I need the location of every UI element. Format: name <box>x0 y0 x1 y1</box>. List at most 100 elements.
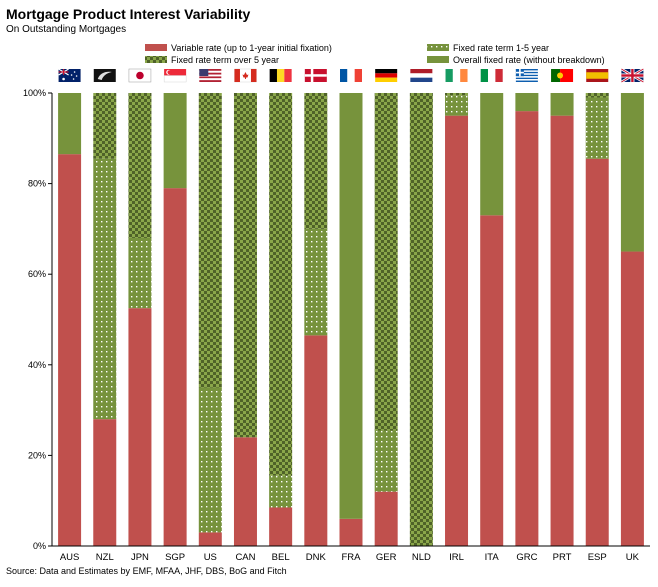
bar-stack-can <box>233 93 257 546</box>
bar-stack-nld <box>409 93 433 546</box>
x-tick-label: IRL <box>449 552 464 563</box>
bar-fixed-over-5 <box>304 93 328 229</box>
bar-variable <box>585 158 609 546</box>
flag-row <box>58 67 645 84</box>
bar-variable <box>550 115 574 547</box>
bar-fixed-over-5 <box>233 93 257 438</box>
us-flag-icon <box>199 69 222 82</box>
bar-variable <box>128 308 152 546</box>
x-tick-label: GER <box>376 552 397 563</box>
legend-item-fixed-1-5: Fixed rate term 1-5 year <box>427 43 549 53</box>
italy-flag-icon <box>480 69 503 82</box>
bar-group <box>58 93 644 547</box>
belgium-flag-icon <box>269 69 292 82</box>
x-tick-label: ESP <box>588 552 607 563</box>
x-tick-label: PRT <box>553 552 572 563</box>
bar-fixed-over-5 <box>93 93 117 159</box>
bar-variable <box>445 115 469 547</box>
bar-stack-irl <box>445 93 469 547</box>
y-tick-label: 100% <box>23 88 46 98</box>
bar-overall-fixed <box>620 93 644 252</box>
legend-label-variable: Variable rate (up to 1-year initial fixa… <box>171 43 332 53</box>
bar-stack-fra <box>339 93 363 546</box>
y-tick-label: 20% <box>28 450 46 460</box>
x-tick-label: UK <box>626 552 640 563</box>
bar-fixed-1-5 <box>198 387 222 533</box>
bar-stack-sgp <box>163 93 187 546</box>
bar-fixed-over-5 <box>128 93 152 238</box>
australia-flag-icon <box>58 68 81 82</box>
bar-stack-prt <box>550 93 574 547</box>
bar-variable <box>339 518 363 546</box>
bar-stack-ita <box>480 93 504 546</box>
x-tick-label: SGP <box>165 552 185 563</box>
netherlands-flag-icon <box>410 69 433 82</box>
bar-fixed-over-5 <box>409 93 433 546</box>
source-note: Source: Data and Estimates by EMF, MFAA,… <box>6 566 287 576</box>
greece-flag-icon <box>515 69 538 82</box>
bar-variable <box>58 154 82 546</box>
legend-label-fixed-1-5: Fixed rate term 1-5 year <box>453 43 549 53</box>
chart-title: Mortgage Product Interest Variability <box>6 6 251 22</box>
bar-variable <box>198 532 222 546</box>
bar-variable <box>374 491 398 546</box>
bar-fixed-1-5 <box>128 237 152 309</box>
bar-variable <box>480 215 504 546</box>
spain-flag-icon <box>586 69 609 82</box>
bar-fixed-over-5 <box>374 93 398 431</box>
legend-label-overall-fixed: Overall fixed rate (without breakdown) <box>453 55 605 65</box>
germany-flag-icon <box>375 69 398 82</box>
bar-stack-bel <box>269 93 293 546</box>
x-tick-label: NLD <box>412 552 431 563</box>
bar-stack-us <box>198 93 222 546</box>
x-tick-label: BEL <box>272 552 290 563</box>
x-tick-label: US <box>204 552 217 563</box>
bar-fixed-1-5 <box>304 228 328 336</box>
bar-stack-dnk <box>304 93 328 546</box>
bar-variable <box>620 251 644 547</box>
bar-fixed-1-5 <box>93 158 117 420</box>
ireland-flag-icon <box>445 69 468 82</box>
japan-flag-icon <box>128 68 152 83</box>
y-tick-label: 0% <box>33 541 46 551</box>
bar-variable <box>269 507 293 546</box>
legend-label-fixed-over-5: Fixed rate term over 5 year <box>171 55 279 65</box>
bar-stack-ger <box>374 93 398 546</box>
bar-variable <box>304 335 328 546</box>
canada-flag-icon <box>234 68 257 83</box>
denmark-flag-icon <box>304 69 327 82</box>
bar-stack-grc <box>515 93 539 547</box>
bar-overall-fixed <box>163 93 187 189</box>
bar-fixed-over-5 <box>269 93 293 476</box>
bar-stack-jpn <box>128 93 152 546</box>
x-tick-label: FRA <box>342 552 362 563</box>
bar-overall-fixed <box>58 93 82 155</box>
bar-overall-fixed <box>339 93 363 519</box>
bar-variable <box>93 419 117 546</box>
bar-fixed-over-5 <box>198 93 222 388</box>
x-axis: AUS NZL JPN SGP US CAN BEL DNK FRA GER NLD IRL ITA GR… <box>52 545 650 563</box>
new-zealand-flag-icon <box>93 69 116 82</box>
bar-stack-esp <box>585 93 609 546</box>
x-tick-label: DNK <box>306 552 327 563</box>
france-flag-icon <box>340 69 362 82</box>
bar-fixed-1-5 <box>374 430 398 492</box>
portugal-flag-icon <box>551 69 574 82</box>
bar-stack-aus <box>58 93 82 546</box>
bar-stack-uk <box>620 93 644 547</box>
y-axis: 0% 20% 40% 60% 80% 100% <box>23 88 53 551</box>
x-tick-label: ITA <box>485 552 500 563</box>
bar-fixed-1-5 <box>269 475 293 508</box>
bar-stack-nzl <box>93 93 117 546</box>
x-tick-label: NZL <box>96 552 114 563</box>
x-tick-label: JPN <box>131 552 149 563</box>
x-tick-label: GRC <box>516 552 537 563</box>
bar-fixed-over-5 <box>445 93 469 96</box>
y-tick-label: 40% <box>28 360 46 370</box>
bar-overall-fixed <box>480 93 504 216</box>
bar-fixed-1-5 <box>585 97 609 159</box>
legend-item-overall-fixed: Overall fixed rate (without breakdown) <box>427 55 605 65</box>
y-tick-label: 80% <box>28 179 46 189</box>
bar-fixed-over-5 <box>585 93 609 98</box>
chart-subtitle: On Outstanding Mortgages <box>6 24 127 35</box>
